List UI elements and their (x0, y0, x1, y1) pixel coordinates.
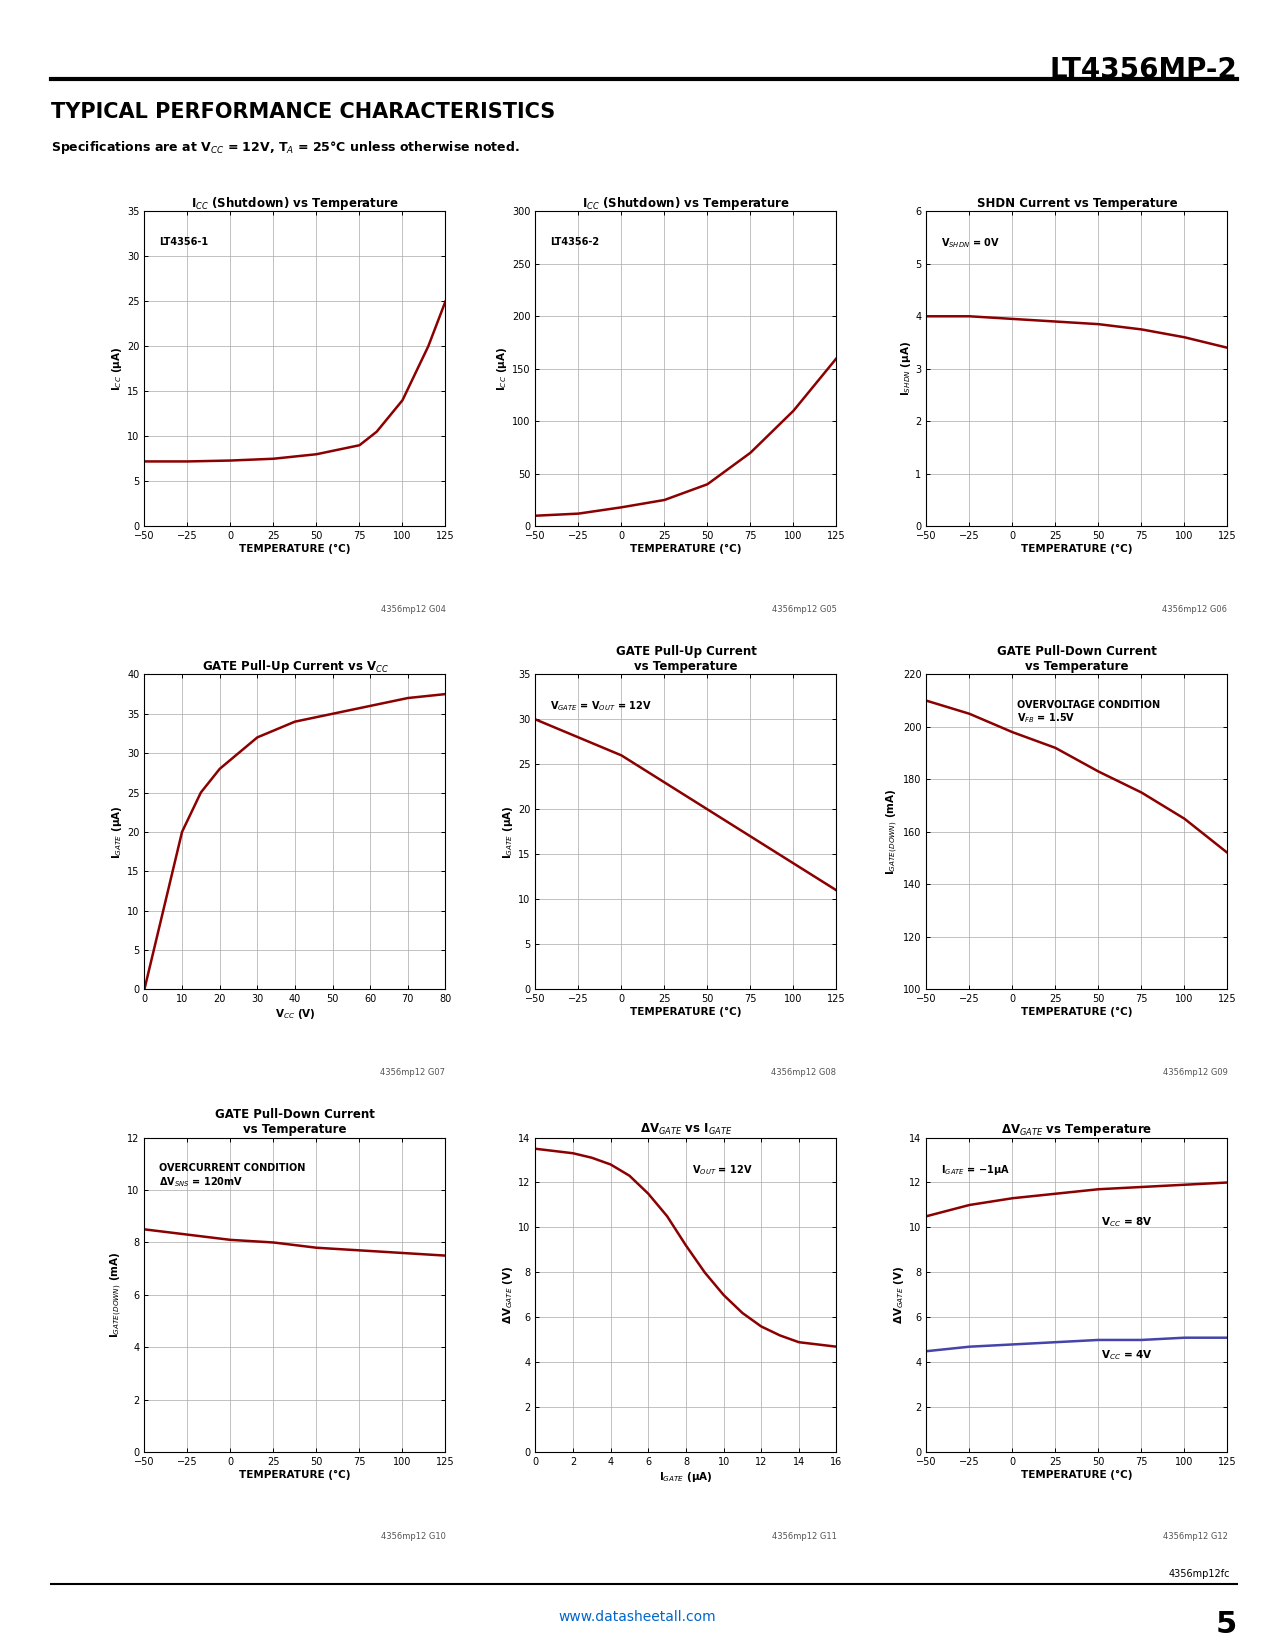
X-axis label: V$_{CC}$ (V): V$_{CC}$ (V) (274, 1006, 315, 1021)
Title: I$_{CC}$ (Shutdown) vs Temperature: I$_{CC}$ (Shutdown) vs Temperature (581, 195, 790, 213)
Text: V$_{GATE}$ = V$_{OUT}$ = 12V: V$_{GATE}$ = V$_{OUT}$ = 12V (551, 700, 653, 713)
Title: GATE Pull-Up Current
vs Temperature: GATE Pull-Up Current vs Temperature (616, 645, 756, 673)
X-axis label: TEMPERATURE (°C): TEMPERATURE (°C) (240, 544, 351, 554)
Y-axis label: I$_{GATE}$ (μA): I$_{GATE}$ (μA) (110, 805, 124, 858)
Text: 4356mp12 G12: 4356mp12 G12 (1163, 1531, 1228, 1541)
Text: 4356mp12 G05: 4356mp12 G05 (771, 606, 836, 614)
Text: TYPICAL PERFORMANCE CHARACTERISTICS: TYPICAL PERFORMANCE CHARACTERISTICS (51, 102, 555, 122)
Y-axis label: ΔV$_{GATE}$ (V): ΔV$_{GATE}$ (V) (892, 1266, 907, 1325)
Text: V$_{CC}$ = 4V: V$_{CC}$ = 4V (1102, 1348, 1153, 1361)
X-axis label: TEMPERATURE (°C): TEMPERATURE (°C) (630, 544, 742, 554)
Title: GATE Pull-Down Current
vs Temperature: GATE Pull-Down Current vs Temperature (997, 645, 1156, 673)
Text: 4356mp12 G07: 4356mp12 G07 (380, 1069, 445, 1077)
X-axis label: TEMPERATURE (°C): TEMPERATURE (°C) (1021, 1006, 1132, 1016)
Text: V$_{SHDN}$ = 0V: V$_{SHDN}$ = 0V (941, 236, 1001, 251)
Y-axis label: I$_{CC}$ (μA): I$_{CC}$ (μA) (495, 346, 509, 391)
Text: 4356mp12 G11: 4356mp12 G11 (771, 1531, 836, 1541)
Text: OVERVOLTAGE CONDITION
V$_{FB}$ = 1.5V: OVERVOLTAGE CONDITION V$_{FB}$ = 1.5V (1016, 700, 1160, 726)
Y-axis label: I$_{GATE(DOWN)}$ (mA): I$_{GATE(DOWN)}$ (mA) (108, 1252, 125, 1338)
Text: LT4356MP-2: LT4356MP-2 (1049, 56, 1237, 84)
Title: GATE Pull-Down Current
vs Temperature: GATE Pull-Down Current vs Temperature (215, 1109, 375, 1137)
Title: SHDN Current vs Temperature: SHDN Current vs Temperature (977, 196, 1177, 210)
Text: LT4356-1: LT4356-1 (159, 236, 209, 246)
Text: 4356mp12fc: 4356mp12fc (1169, 1569, 1230, 1579)
Text: 5: 5 (1215, 1610, 1237, 1640)
Title: ΔV$_{GATE}$ vs I$_{GATE}$: ΔV$_{GATE}$ vs I$_{GATE}$ (640, 1122, 732, 1137)
Y-axis label: I$_{SHDN}$ (μA): I$_{SHDN}$ (μA) (899, 342, 913, 396)
Text: Specifications are at V$_{CC}$ = 12V, T$_A$ = 25°C unless otherwise noted.: Specifications are at V$_{CC}$ = 12V, T$… (51, 139, 520, 155)
Y-axis label: ΔV$_{GATE}$ (V): ΔV$_{GATE}$ (V) (501, 1266, 515, 1325)
Text: LT4356-2: LT4356-2 (551, 236, 599, 246)
Text: OVERCURRENT CONDITION
ΔV$_{SNS}$ = 120mV: OVERCURRENT CONDITION ΔV$_{SNS}$ = 120mV (159, 1163, 306, 1188)
Text: V$_{OUT}$ = 12V: V$_{OUT}$ = 12V (692, 1163, 752, 1176)
X-axis label: TEMPERATURE (°C): TEMPERATURE (°C) (1021, 544, 1132, 554)
X-axis label: TEMPERATURE (°C): TEMPERATURE (°C) (630, 1006, 742, 1016)
Title: ΔV$_{GATE}$ vs Temperature: ΔV$_{GATE}$ vs Temperature (1001, 1122, 1153, 1138)
Text: 4356mp12 G06: 4356mp12 G06 (1163, 606, 1228, 614)
Text: 4356mp12 G08: 4356mp12 G08 (771, 1069, 836, 1077)
X-axis label: TEMPERATURE (°C): TEMPERATURE (°C) (240, 1470, 351, 1480)
Title: I$_{CC}$ (Shutdown) vs Temperature: I$_{CC}$ (Shutdown) vs Temperature (191, 195, 399, 213)
Title: GATE Pull-Up Current vs V$_{CC}$: GATE Pull-Up Current vs V$_{CC}$ (201, 658, 389, 675)
X-axis label: I$_{GATE}$ (μA): I$_{GATE}$ (μA) (659, 1470, 713, 1483)
X-axis label: TEMPERATURE (°C): TEMPERATURE (°C) (1021, 1470, 1132, 1480)
Text: 4356mp12 G04: 4356mp12 G04 (381, 606, 445, 614)
Text: www.datasheetall.com: www.datasheetall.com (558, 1610, 717, 1624)
Text: V$_{CC}$ = 8V: V$_{CC}$ = 8V (1102, 1216, 1153, 1229)
Y-axis label: I$_{CC}$ (μA): I$_{CC}$ (μA) (110, 346, 124, 391)
Y-axis label: I$_{GATE}$ (μA): I$_{GATE}$ (μA) (501, 805, 515, 858)
Text: I$_{GATE}$ = −1μA: I$_{GATE}$ = −1μA (941, 1163, 1011, 1176)
Y-axis label: I$_{GATE(DOWN)}$ (mA): I$_{GATE(DOWN)}$ (mA) (885, 789, 900, 874)
Text: 4356mp12 G10: 4356mp12 G10 (381, 1531, 445, 1541)
Text: 4356mp12 G09: 4356mp12 G09 (1163, 1069, 1228, 1077)
